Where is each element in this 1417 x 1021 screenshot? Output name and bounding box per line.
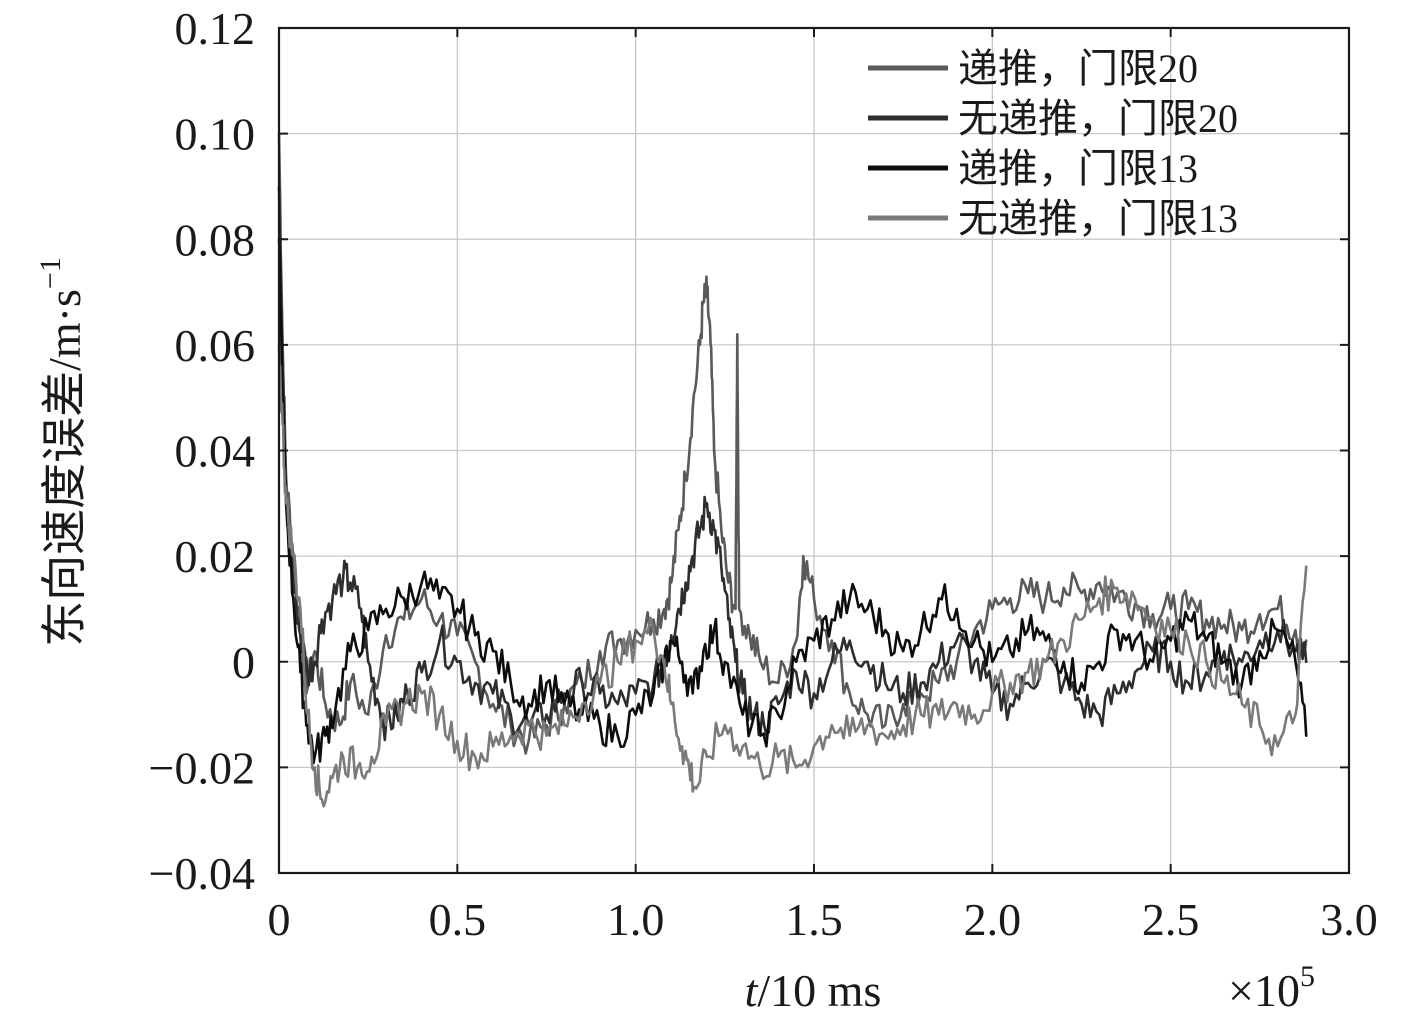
series-line-2 xyxy=(277,185,1308,742)
y-tick-label: 0.10 xyxy=(175,109,256,160)
legend: 递推，门限20 无递推，门限20 递推，门限13 无递推，门限13 xyxy=(868,46,1238,241)
x-tick-labels: 0 0.5 1.0 1.5 2.0 2.5 3.0 xyxy=(268,894,1378,945)
y-tick-label: 0.12 xyxy=(175,3,256,54)
x-axis-multiplier: ×105 xyxy=(1228,960,1315,1016)
x-tick-label: 3.0 xyxy=(1320,894,1378,945)
x-tick-label: 0.5 xyxy=(429,894,487,945)
tick-layer xyxy=(278,27,1350,874)
x-axis-title: t/10 ms xyxy=(745,965,882,1016)
y-tick-label: −0.04 xyxy=(149,848,255,899)
x-tick-label: 2.0 xyxy=(964,894,1022,945)
y-tick-label: 0.06 xyxy=(175,320,256,371)
x-multiplier-base: ×10 xyxy=(1228,965,1300,1016)
y-tick-label: 0 xyxy=(232,637,255,688)
y-tick-label: 0.04 xyxy=(175,426,256,477)
legend-label: 递推，门限13 xyxy=(958,146,1198,191)
grid-layer xyxy=(278,27,1350,874)
y-tick-label: 0.08 xyxy=(175,214,256,265)
x-tick-label: 1.5 xyxy=(785,894,843,945)
series-line-4 xyxy=(277,343,1308,808)
series-line-3 xyxy=(277,238,1308,765)
x-tick-label: 2.5 xyxy=(1142,894,1200,945)
legend-label: 无递推，门限13 xyxy=(958,196,1238,241)
y-axis-title-text: 东向速度误差/m·s xyxy=(39,289,90,647)
series-layer xyxy=(277,132,1308,808)
y-axis-title: 东向速度误差/m·s−1 xyxy=(34,257,90,647)
y-tick-labels: −0.04 −0.02 0 0.02 0.04 0.06 0.08 0.10 0.12 xyxy=(149,3,255,899)
y-tick-label: −0.02 xyxy=(149,742,255,793)
x-tick-label: 1.0 xyxy=(607,894,665,945)
x-multiplier-exponent: 5 xyxy=(1300,960,1315,993)
x-axis-title-rest: /10 ms xyxy=(757,965,881,1016)
x-tick-label: 0 xyxy=(268,894,291,945)
legend-label: 无递推，门限20 xyxy=(958,96,1238,141)
y-tick-label: 0.02 xyxy=(175,531,256,582)
x-axis-title-italic: t xyxy=(745,965,759,1016)
y-axis-title-superscript: −1 xyxy=(34,257,67,289)
series-line-1 xyxy=(277,132,1308,755)
legend-label: 递推，门限20 xyxy=(958,46,1198,91)
